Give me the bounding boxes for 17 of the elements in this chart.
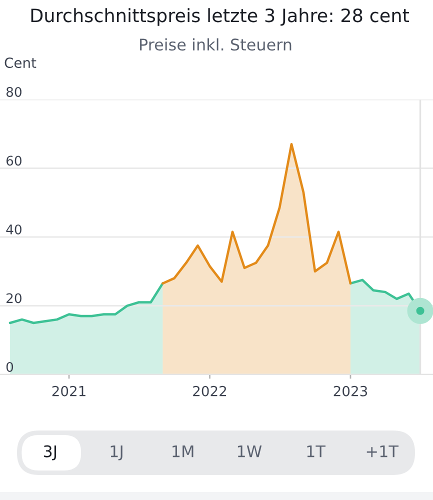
y-tick-label: 20 bbox=[6, 293, 22, 304]
text: 1J bbox=[110, 445, 122, 460]
chart-title: Durchschnittspreis letzte 3 Jahre: 28 cent bbox=[31, 8, 410, 26]
y-tick-label: 0 bbox=[6, 362, 14, 372]
y-tick-label: 40 bbox=[6, 224, 22, 234]
y-tick-label: 80 bbox=[6, 86, 22, 97]
text: 3J bbox=[44, 445, 56, 460]
chart-subtitle: Preise inkl. Steuern bbox=[140, 38, 292, 51]
y-tick-label: 60 bbox=[6, 156, 22, 166]
x-tick-label: 2021 bbox=[52, 386, 86, 396]
text: 1M bbox=[172, 445, 194, 458]
text: +1T bbox=[366, 445, 399, 458]
text: 1W bbox=[238, 445, 262, 458]
x-tick-label: 2022 bbox=[193, 386, 226, 396]
y-axis-title: Cent bbox=[4, 58, 36, 68]
text: 1T bbox=[307, 445, 326, 458]
x-tick-label: 2023 bbox=[334, 386, 368, 396]
